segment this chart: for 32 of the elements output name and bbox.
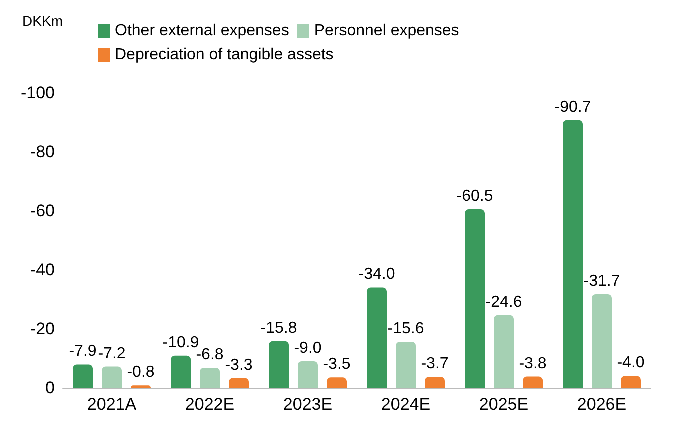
data-label: -34.0 <box>358 266 396 284</box>
x-tick-label: 2024E <box>381 395 431 414</box>
x-tick-label: 2021A <box>87 395 138 414</box>
data-label: -15.6 <box>388 320 424 338</box>
data-label: -15.8 <box>260 320 298 337</box>
data-label: -31.7 <box>584 272 620 290</box>
data-label: -3.7 <box>421 356 449 373</box>
y-tick-label: 0 <box>46 378 55 398</box>
data-label: -24.6 <box>486 294 522 311</box>
legend-label: Other external expenses <box>115 22 290 40</box>
data-label: -90.7 <box>554 98 592 116</box>
data-label: -9.0 <box>294 340 322 357</box>
y-tick-label: -40 <box>30 260 55 280</box>
y-tick-label: -100 <box>20 84 55 102</box>
data-label: -3.8 <box>519 355 547 372</box>
legend-label: Personnel expenses <box>314 22 460 40</box>
y-tick-label: -80 <box>30 142 55 162</box>
data-label: -60.5 <box>456 188 494 206</box>
data-label: -3.3 <box>225 356 253 374</box>
data-label: -4.0 <box>617 354 645 372</box>
y-tick-label: -60 <box>30 202 55 220</box>
x-tick-label: 2025E <box>479 395 529 414</box>
y-tick-label: -20 <box>30 320 55 338</box>
legend-label: Depreciation of tangible assets <box>115 46 334 64</box>
y-axis-title: DKKm <box>22 13 63 29</box>
data-label: -7.2 <box>98 345 126 362</box>
x-tick-label: 2026E <box>577 395 627 414</box>
data-label: -3.5 <box>323 356 351 374</box>
data-label: -0.8 <box>127 364 155 382</box>
x-tick-label: 2022E <box>185 395 235 414</box>
x-tick-label: 2023E <box>283 395 333 414</box>
data-label: -7.9 <box>69 343 97 360</box>
